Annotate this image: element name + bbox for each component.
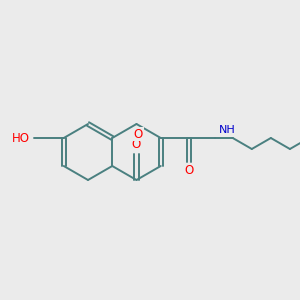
- Text: O: O: [134, 128, 143, 140]
- Text: HO: HO: [12, 131, 30, 145]
- Text: O: O: [132, 139, 141, 152]
- Text: O: O: [184, 164, 194, 178]
- Text: NH: NH: [219, 125, 236, 135]
